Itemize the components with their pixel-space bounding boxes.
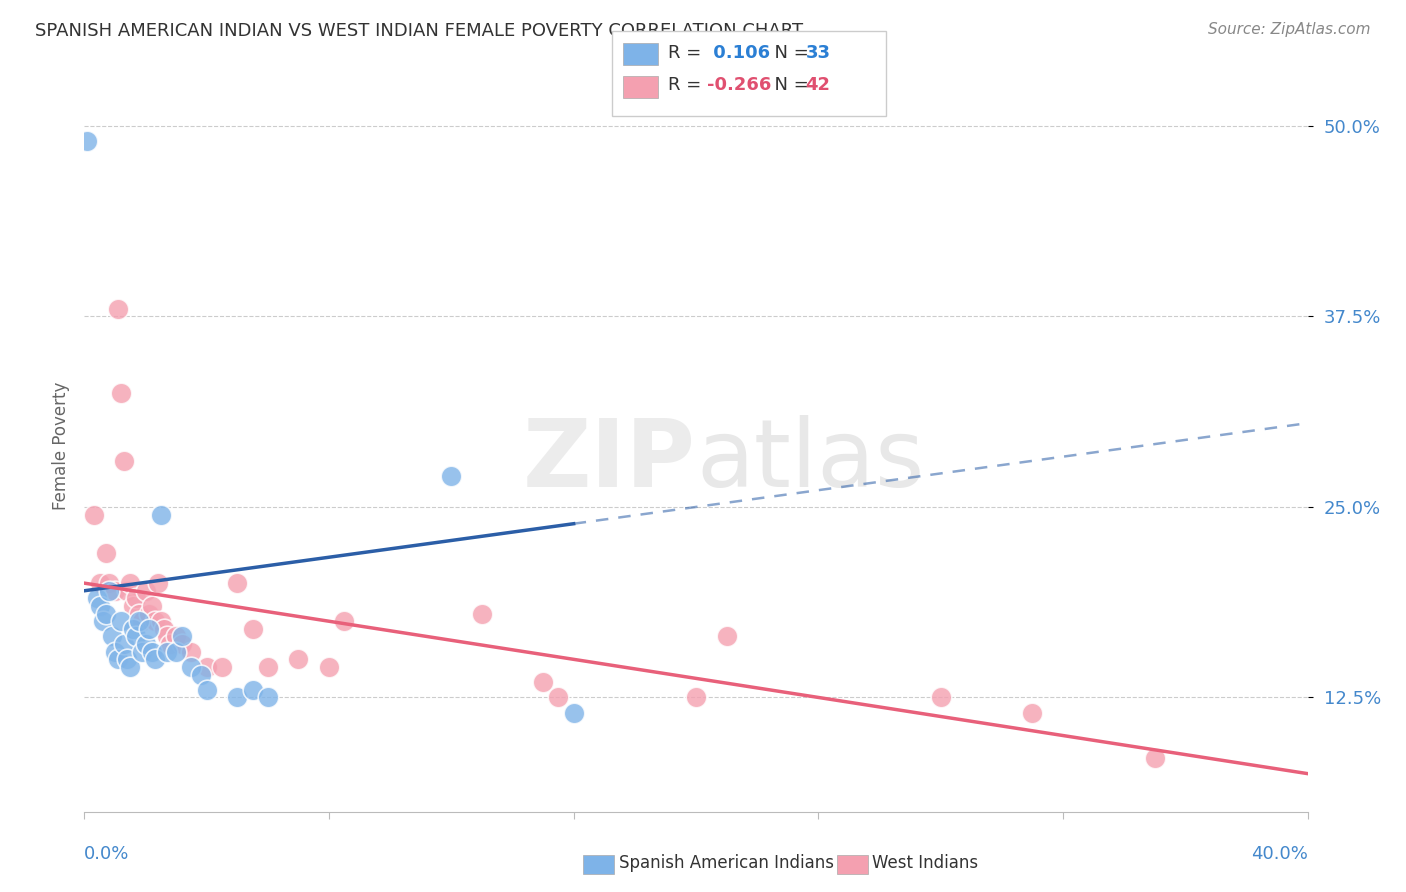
Text: Source: ZipAtlas.com: Source: ZipAtlas.com xyxy=(1208,22,1371,37)
Point xyxy=(226,576,249,591)
Point xyxy=(125,630,148,644)
Point xyxy=(1143,751,1166,765)
Point xyxy=(440,469,463,483)
Point xyxy=(97,576,120,591)
Point xyxy=(131,645,153,659)
Point xyxy=(143,652,166,666)
Point xyxy=(685,690,707,705)
Point xyxy=(226,690,249,705)
Point xyxy=(138,622,160,636)
Text: SPANISH AMERICAN INDIAN VS WEST INDIAN FEMALE POVERTY CORRELATION CHART: SPANISH AMERICAN INDIAN VS WEST INDIAN F… xyxy=(35,22,803,40)
Point xyxy=(190,667,212,681)
Point xyxy=(141,599,163,613)
Y-axis label: Female Poverty: Female Poverty xyxy=(52,382,70,510)
Text: 40.0%: 40.0% xyxy=(1251,846,1308,863)
Point xyxy=(195,682,218,697)
Point xyxy=(172,637,194,651)
Point xyxy=(104,583,127,598)
Point xyxy=(165,645,187,659)
Point xyxy=(333,614,356,628)
Point xyxy=(562,706,585,720)
Point xyxy=(149,614,172,628)
Point xyxy=(128,607,150,621)
Point xyxy=(115,583,138,598)
Point xyxy=(180,660,202,674)
Point xyxy=(112,637,135,651)
Text: ZIP: ZIP xyxy=(523,415,696,507)
Point xyxy=(211,660,233,674)
Point xyxy=(547,690,569,705)
Text: 0.106: 0.106 xyxy=(707,44,770,62)
Point xyxy=(471,607,494,621)
Point xyxy=(94,546,117,560)
Point xyxy=(107,652,129,666)
Point xyxy=(149,508,172,522)
Text: 42: 42 xyxy=(806,76,831,94)
Point xyxy=(83,508,105,522)
Text: atlas: atlas xyxy=(696,415,924,507)
Point xyxy=(929,690,952,705)
Point xyxy=(89,576,111,591)
Point xyxy=(120,660,142,674)
Point xyxy=(531,675,554,690)
Point xyxy=(110,614,132,628)
Point xyxy=(156,630,179,644)
Point xyxy=(91,614,114,628)
Point xyxy=(128,614,150,628)
Point xyxy=(318,660,340,674)
Point xyxy=(112,454,135,468)
Point xyxy=(76,134,98,148)
Point xyxy=(122,622,145,636)
Point xyxy=(135,583,157,598)
Text: 0.0%: 0.0% xyxy=(84,846,129,863)
Text: 33: 33 xyxy=(806,44,831,62)
Point xyxy=(125,591,148,606)
Point xyxy=(159,637,181,651)
Point xyxy=(153,622,176,636)
Point xyxy=(138,607,160,621)
Text: R =: R = xyxy=(668,76,707,94)
Point xyxy=(180,645,202,659)
Point xyxy=(104,645,127,659)
Text: Spanish American Indians: Spanish American Indians xyxy=(619,855,834,872)
Point xyxy=(242,622,264,636)
Point xyxy=(1021,706,1043,720)
Text: West Indians: West Indians xyxy=(872,855,977,872)
Point xyxy=(86,591,108,606)
Text: R =: R = xyxy=(668,44,707,62)
Point xyxy=(257,690,280,705)
Point xyxy=(115,652,138,666)
Point xyxy=(165,630,187,644)
Text: N =: N = xyxy=(763,76,815,94)
Point xyxy=(135,637,157,651)
Point xyxy=(195,660,218,674)
Point xyxy=(107,301,129,316)
Point xyxy=(141,645,163,659)
Point xyxy=(110,385,132,400)
Point xyxy=(146,576,169,591)
Point xyxy=(716,630,738,644)
Point xyxy=(89,599,111,613)
Point xyxy=(156,645,179,659)
Point xyxy=(94,607,117,621)
Point xyxy=(287,652,309,666)
Text: -0.266: -0.266 xyxy=(707,76,772,94)
Point xyxy=(143,614,166,628)
Point xyxy=(257,660,280,674)
Text: N =: N = xyxy=(763,44,815,62)
Point xyxy=(242,682,264,697)
Point xyxy=(122,599,145,613)
Point xyxy=(131,614,153,628)
Point xyxy=(101,630,124,644)
Point xyxy=(172,630,194,644)
Point xyxy=(97,583,120,598)
Point xyxy=(120,576,142,591)
